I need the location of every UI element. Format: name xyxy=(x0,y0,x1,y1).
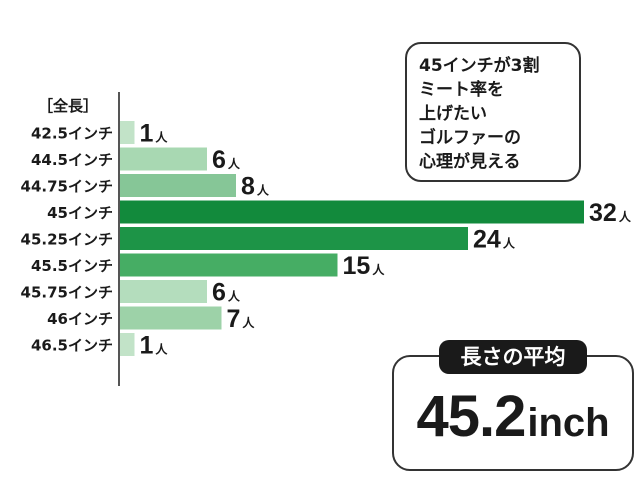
average-number: 45.2 xyxy=(416,384,526,449)
category-label: 46インチ xyxy=(47,310,113,328)
average-unit: inch xyxy=(527,401,610,445)
average-label: 長さの平均 xyxy=(439,340,587,374)
bar xyxy=(120,174,236,197)
category-label: 44.75インチ xyxy=(21,178,113,196)
category-label: 42.5インチ xyxy=(31,125,113,143)
average-value: 45.2inch xyxy=(394,383,632,450)
bar xyxy=(120,227,468,250)
bar xyxy=(120,306,222,330)
average-box: 長さの平均 45.2inch xyxy=(392,340,634,471)
category-label: 45.5インチ xyxy=(31,257,113,275)
category-label: 46.5インチ xyxy=(31,337,113,355)
value-label: 15 人 xyxy=(343,252,386,280)
bar xyxy=(120,147,207,171)
category-label: 45インチ xyxy=(47,204,113,222)
callout-line-5: 心理が見える xyxy=(419,152,521,172)
category-label: 44.5インチ xyxy=(31,151,113,169)
callout-box: 45インチが3割 ミート率を 上げたい ゴルファーの 心理が見える xyxy=(405,42,581,182)
value-label: 24 人 xyxy=(473,226,516,254)
value-label: 32 人 xyxy=(589,199,632,227)
callout-line-4: ゴルファーの xyxy=(419,128,521,148)
axis-header: ［全長］ xyxy=(38,97,98,115)
bar xyxy=(120,200,584,224)
callout-line-3: 上げたい xyxy=(419,104,487,124)
category-label: 45.25インチ xyxy=(21,231,113,249)
bar xyxy=(120,333,135,356)
bar xyxy=(120,121,135,144)
callout-line-2: ミート率を xyxy=(419,80,504,100)
category-label: 45.75インチ xyxy=(21,284,113,302)
bar xyxy=(120,253,338,277)
bar xyxy=(120,280,207,303)
callout-line-1: 45インチが3割 xyxy=(419,56,540,76)
